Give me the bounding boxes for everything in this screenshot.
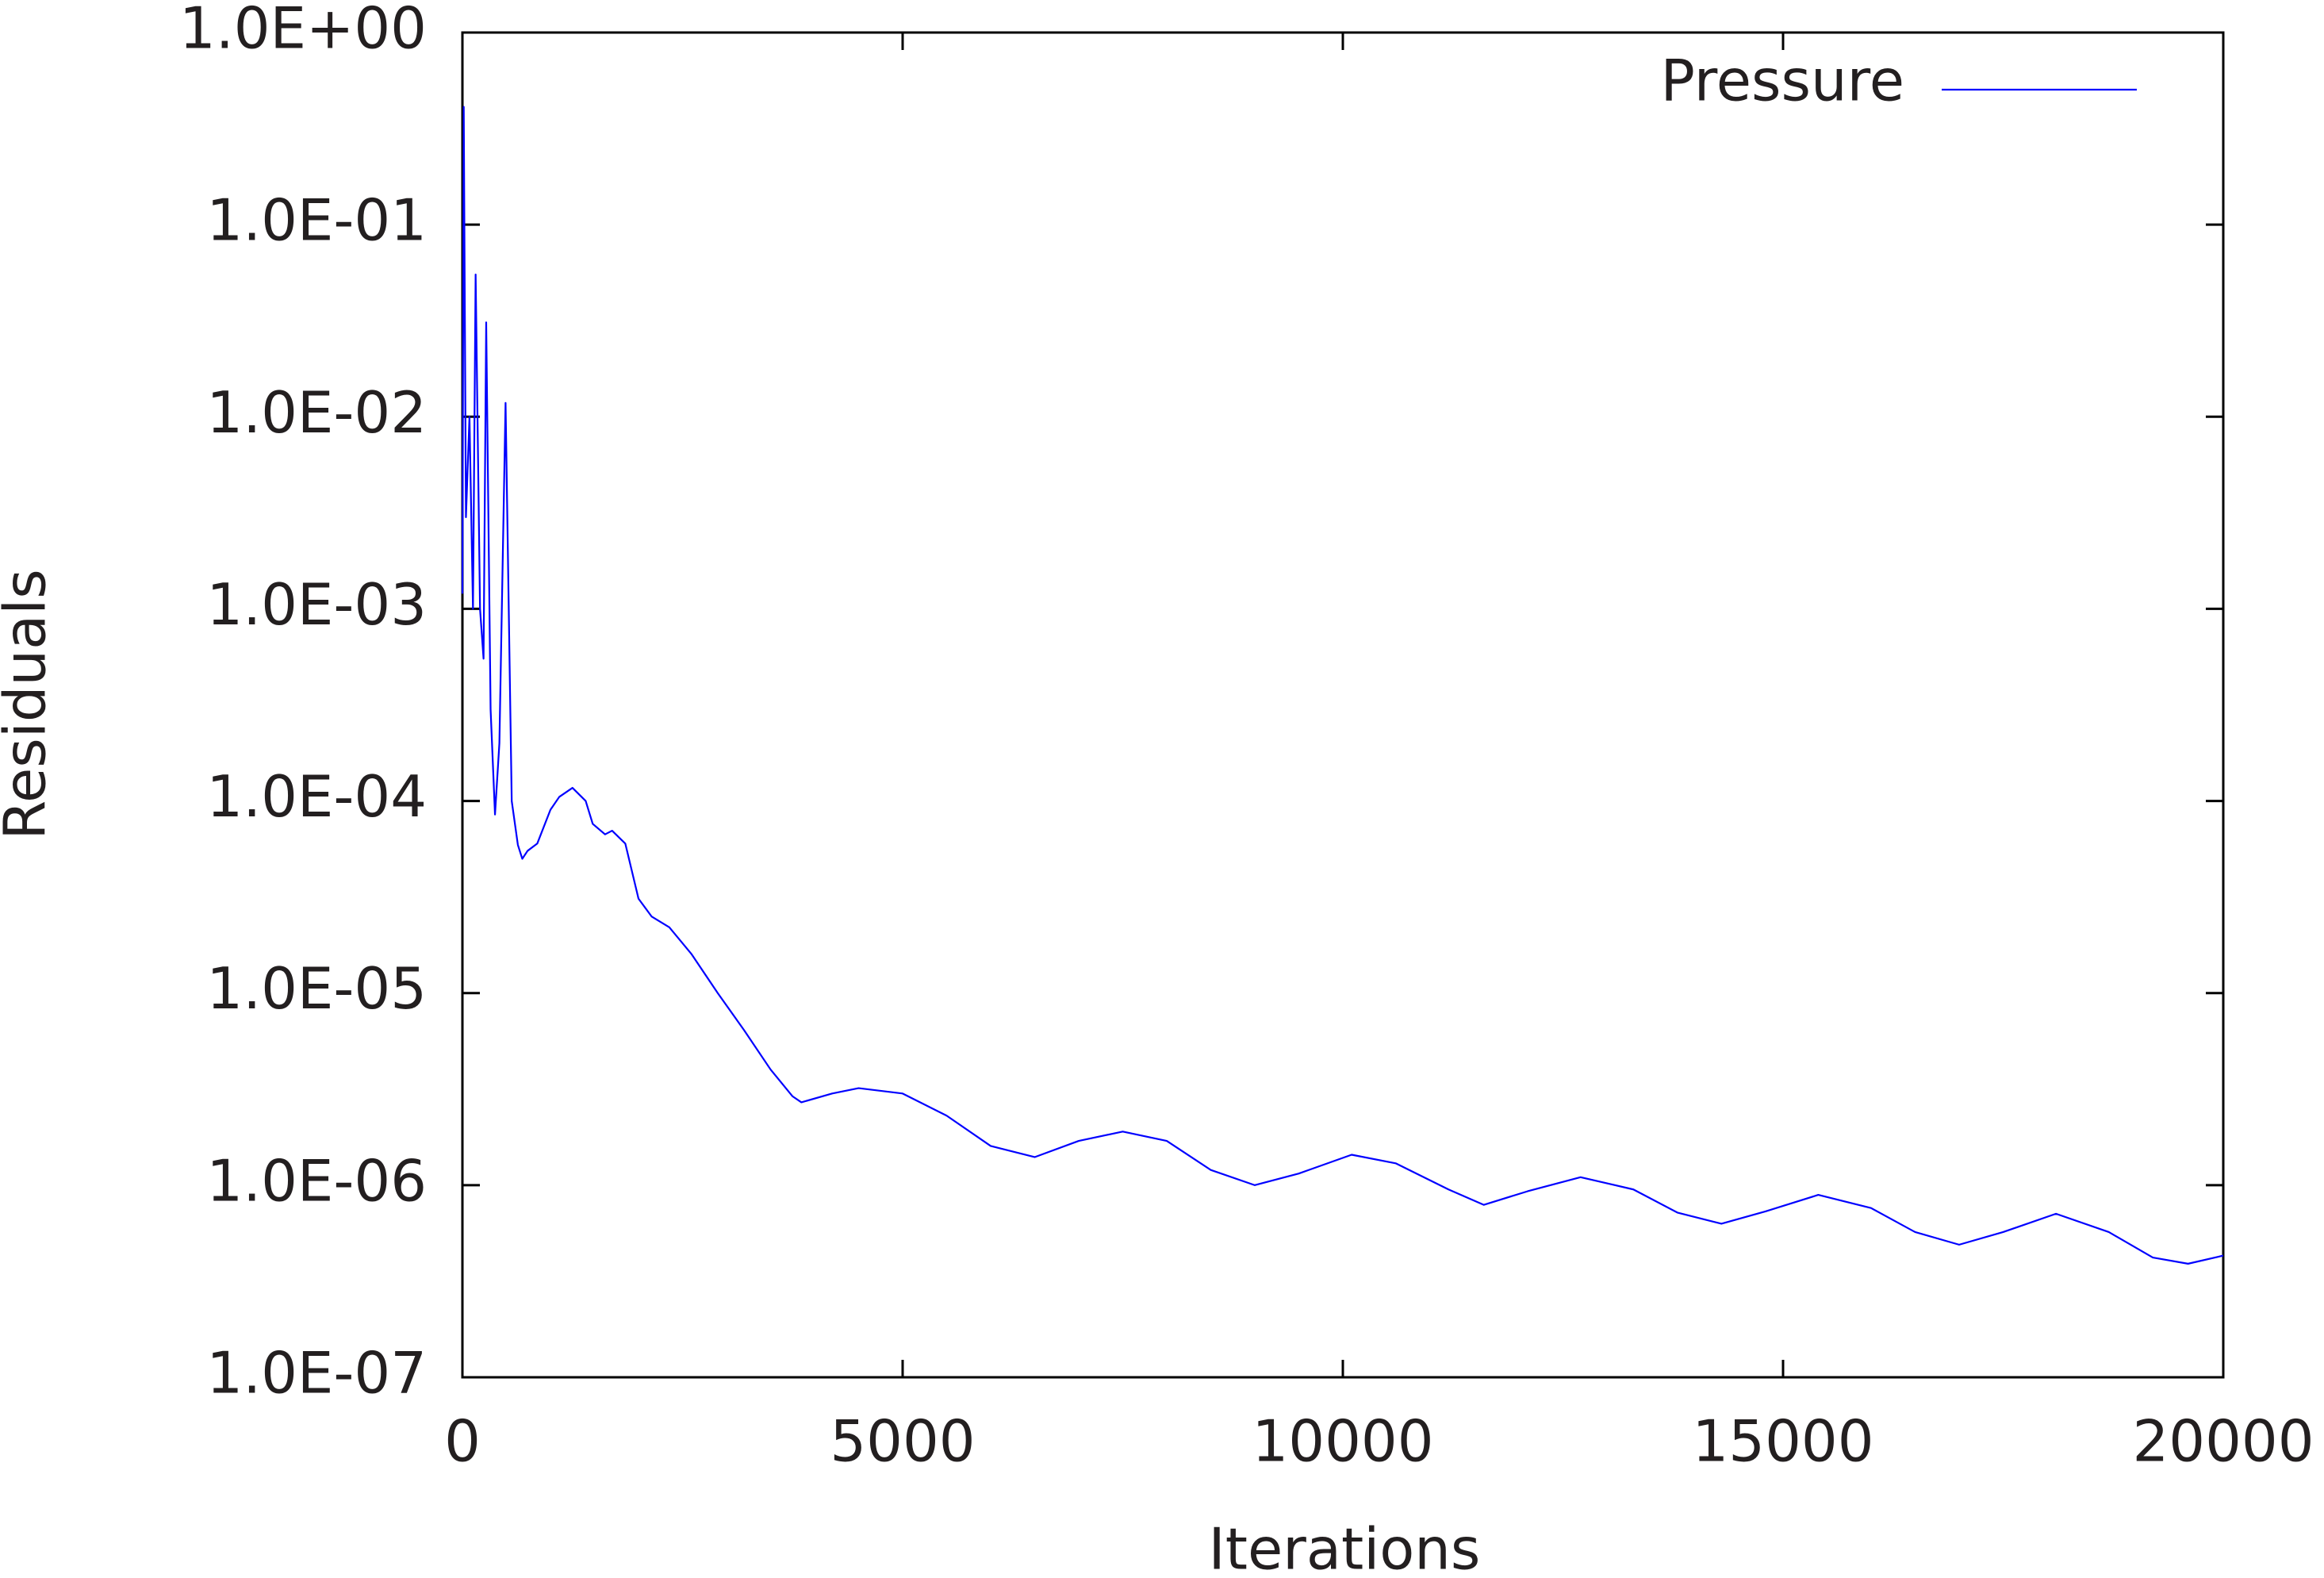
x-tick-label: 10000 <box>1252 1408 1433 1475</box>
data-line <box>461 106 2224 1265</box>
y-axis-label: Residuals <box>0 569 59 840</box>
y-tick-label: 1.0E-04 <box>206 763 427 830</box>
y-tick-label: 1.0E-01 <box>206 187 427 254</box>
y-tick-label: 1.0E-07 <box>206 1340 427 1407</box>
x-axis-label: Iterations <box>1209 1516 1481 1578</box>
plot-frame <box>461 31 2225 1379</box>
y-tick-label: 1.0E-06 <box>206 1147 427 1214</box>
y-tick-label: 1.0E-03 <box>206 571 427 638</box>
y-tick-label: 1.0E+00 <box>179 0 427 62</box>
x-tick-label: 20000 <box>2132 1408 2314 1475</box>
x-tick-label: 15000 <box>1692 1408 1873 1475</box>
y-tick-label: 1.0E-05 <box>206 955 427 1022</box>
y-tick-label: 1.0E-02 <box>206 379 427 446</box>
legend-label: Pressure <box>1661 48 1904 114</box>
x-tick-label: 0 <box>444 1408 481 1475</box>
x-tick-label: 5000 <box>830 1408 975 1475</box>
